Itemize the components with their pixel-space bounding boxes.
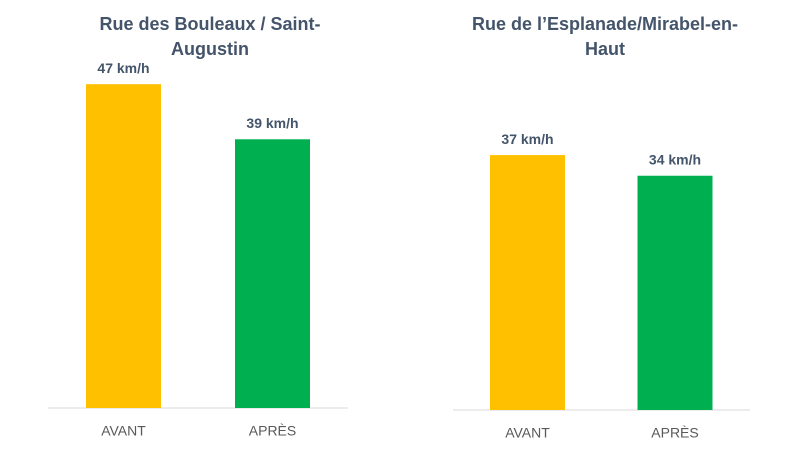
value-label: 37 km/h [501, 131, 553, 147]
bar [490, 155, 565, 410]
bar [86, 84, 161, 409]
value-label: 39 km/h [246, 115, 298, 131]
category-label: AVANT [101, 423, 146, 439]
chart-title: Rue de l’Esplanade/Mirabel-en-Haut [471, 14, 739, 59]
category-label: APRÈS [249, 423, 296, 439]
value-label: 47 km/h [97, 60, 149, 76]
category-label: APRÈS [651, 425, 698, 441]
chart-title: Rue des Bouleaux / Saint-Augustin [99, 14, 321, 59]
value-label: 34 km/h [649, 151, 701, 167]
bar [235, 139, 310, 409]
bar [637, 175, 713, 410]
category-label: AVANT [505, 425, 550, 441]
